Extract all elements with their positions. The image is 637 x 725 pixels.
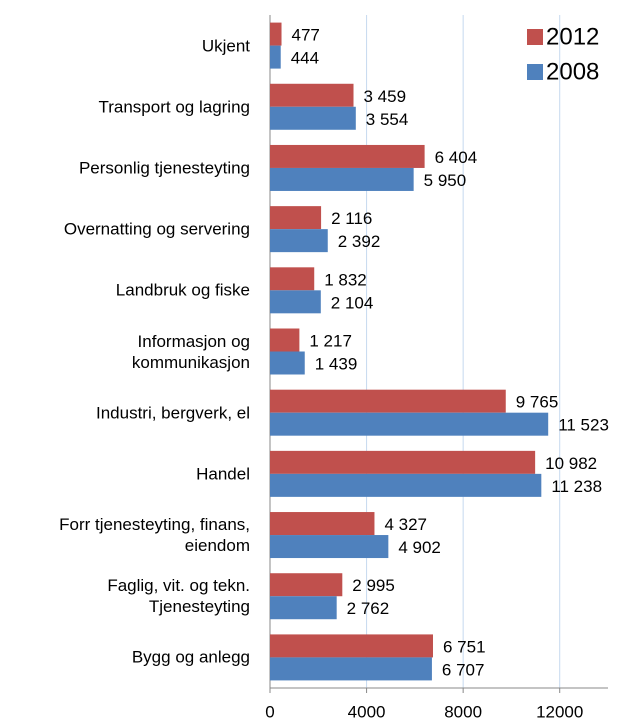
data-label: 3 554 [366, 110, 409, 129]
bar [270, 512, 375, 536]
legend-swatch [527, 64, 543, 80]
data-label: 2 392 [338, 232, 381, 251]
y-tick-label: Informasjon og kommunikasjon [131, 331, 250, 372]
bar [270, 83, 354, 107]
bar [270, 412, 549, 436]
x-tick-label: 0 [265, 702, 274, 721]
data-label: 1 439 [315, 354, 358, 373]
data-label: 444 [291, 49, 319, 68]
bar [270, 473, 542, 497]
y-tick-label: Bygg og anlegg [131, 647, 250, 667]
x-tick-label: 4000 [348, 702, 386, 721]
bar [270, 389, 506, 413]
data-label: 2 995 [352, 576, 395, 595]
data-label: 2 762 [347, 599, 390, 618]
x-tick-label: 12000 [536, 702, 583, 721]
bar [270, 535, 389, 559]
y-tick-label: Industri, bergverk, el [95, 403, 250, 423]
y-tick-label: Forr tjenesteyting, finans, eiendom [59, 515, 250, 556]
bar [270, 328, 300, 352]
data-label: 6 707 [442, 660, 485, 679]
y-tick-label: Personlig tjenesteyting [78, 158, 250, 178]
bar [270, 573, 343, 597]
data-label: 477 [292, 26, 320, 45]
data-label: 3 459 [364, 87, 407, 106]
y-tick-label: Ukjent [201, 36, 250, 56]
bar [270, 167, 414, 191]
data-label: 10 982 [545, 454, 597, 473]
bar [270, 229, 328, 253]
bar [270, 290, 321, 314]
y-tick-label: Handel [196, 464, 250, 484]
data-label: 9 765 [516, 393, 559, 412]
bar [270, 22, 282, 46]
data-label: 1 832 [324, 270, 367, 289]
bar [270, 206, 322, 230]
bar [270, 351, 305, 375]
bar [270, 657, 432, 681]
data-label: 6 751 [443, 637, 486, 656]
y-tick-label: Landbruk og fiske [115, 280, 250, 300]
legend-label: 2008 [546, 58, 599, 85]
bar [270, 267, 315, 291]
legend-label: 2012 [546, 23, 599, 50]
bar [270, 450, 536, 474]
y-tick-label: Faglig, vit. og tekn. Tjenesteyting [107, 576, 250, 617]
data-label: 4 327 [384, 515, 427, 534]
bar [270, 45, 281, 69]
data-label: 4 902 [398, 538, 441, 557]
bar [270, 144, 425, 168]
y-tick-label: Overnatting og servering [63, 219, 250, 239]
data-label: 5 950 [424, 171, 467, 190]
x-tick-label: 8000 [444, 702, 482, 721]
data-label: 11 523 [558, 416, 609, 435]
bar [270, 106, 356, 130]
data-label: 11 238 [551, 477, 602, 496]
bar [270, 596, 337, 620]
data-label: 1 217 [309, 331, 352, 350]
y-tick-label: Transport og lagring [98, 97, 250, 117]
data-label: 2 104 [331, 293, 374, 312]
legend-swatch [527, 29, 543, 45]
data-label: 2 116 [331, 209, 372, 228]
data-label: 6 404 [435, 148, 478, 167]
bar [270, 634, 433, 658]
